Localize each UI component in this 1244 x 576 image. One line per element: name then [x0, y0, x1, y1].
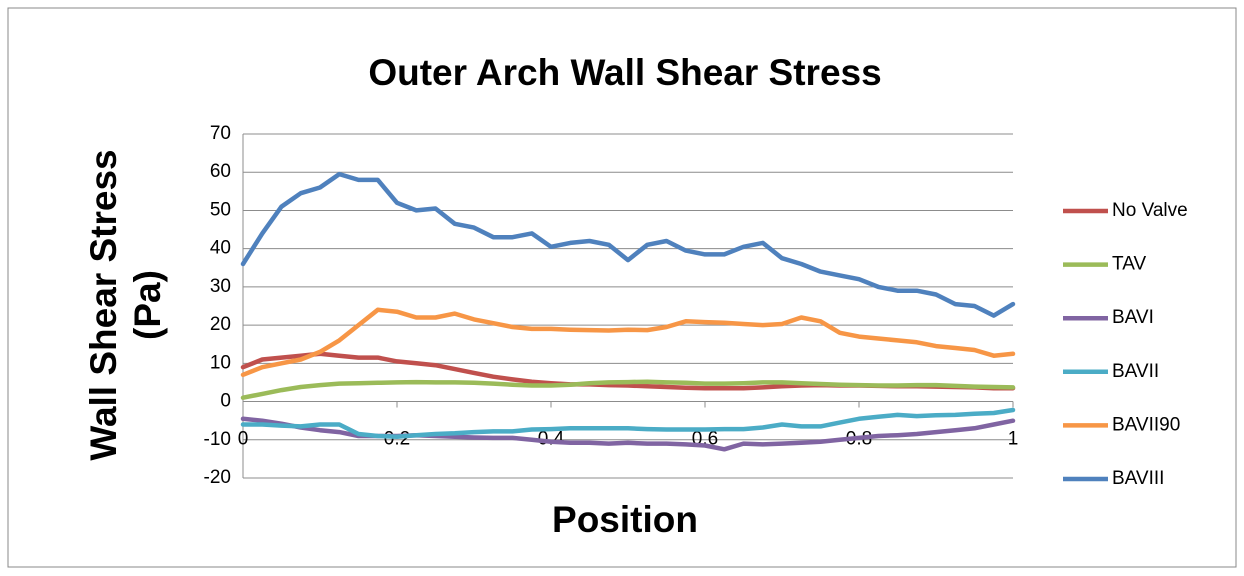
y-axis-label: Wall Shear Stress(Pa) [83, 149, 168, 460]
x-tick-label: 1 [1008, 429, 1019, 450]
y-tick-label: 70 [210, 123, 231, 144]
legend-label: BAVII90 [1112, 414, 1180, 435]
x-tick-label: 0.2 [384, 429, 410, 450]
y-tick-label: 60 [210, 161, 231, 182]
chart-border [7, 7, 1237, 568]
series-line [240, 407, 1016, 439]
y-tick-label: 50 [210, 199, 231, 220]
y-tick-label: 30 [210, 276, 231, 297]
legend-label: TAV [1112, 254, 1146, 275]
series-line [240, 307, 1016, 378]
y-tick-label: -10 [204, 429, 231, 450]
legend-label: No Valve [1112, 200, 1188, 221]
series-line [240, 379, 1016, 400]
y-tick-label: 20 [210, 314, 231, 335]
legend-label: BAVI [1112, 307, 1154, 328]
x-tick-label: 0 [238, 429, 249, 450]
y-tick-label: 10 [210, 352, 231, 373]
y-tick-label: -20 [204, 467, 231, 488]
legend-label: BAVII [1112, 361, 1159, 382]
x-axis-label: Position [552, 499, 698, 540]
legend-label: BAVIII [1112, 468, 1164, 489]
y-tick-label: 0 [220, 391, 231, 412]
series-line [240, 171, 1016, 318]
chart-title: Outer Arch Wall Shear Stress [368, 52, 881, 93]
y-tick-label: 40 [210, 238, 231, 259]
